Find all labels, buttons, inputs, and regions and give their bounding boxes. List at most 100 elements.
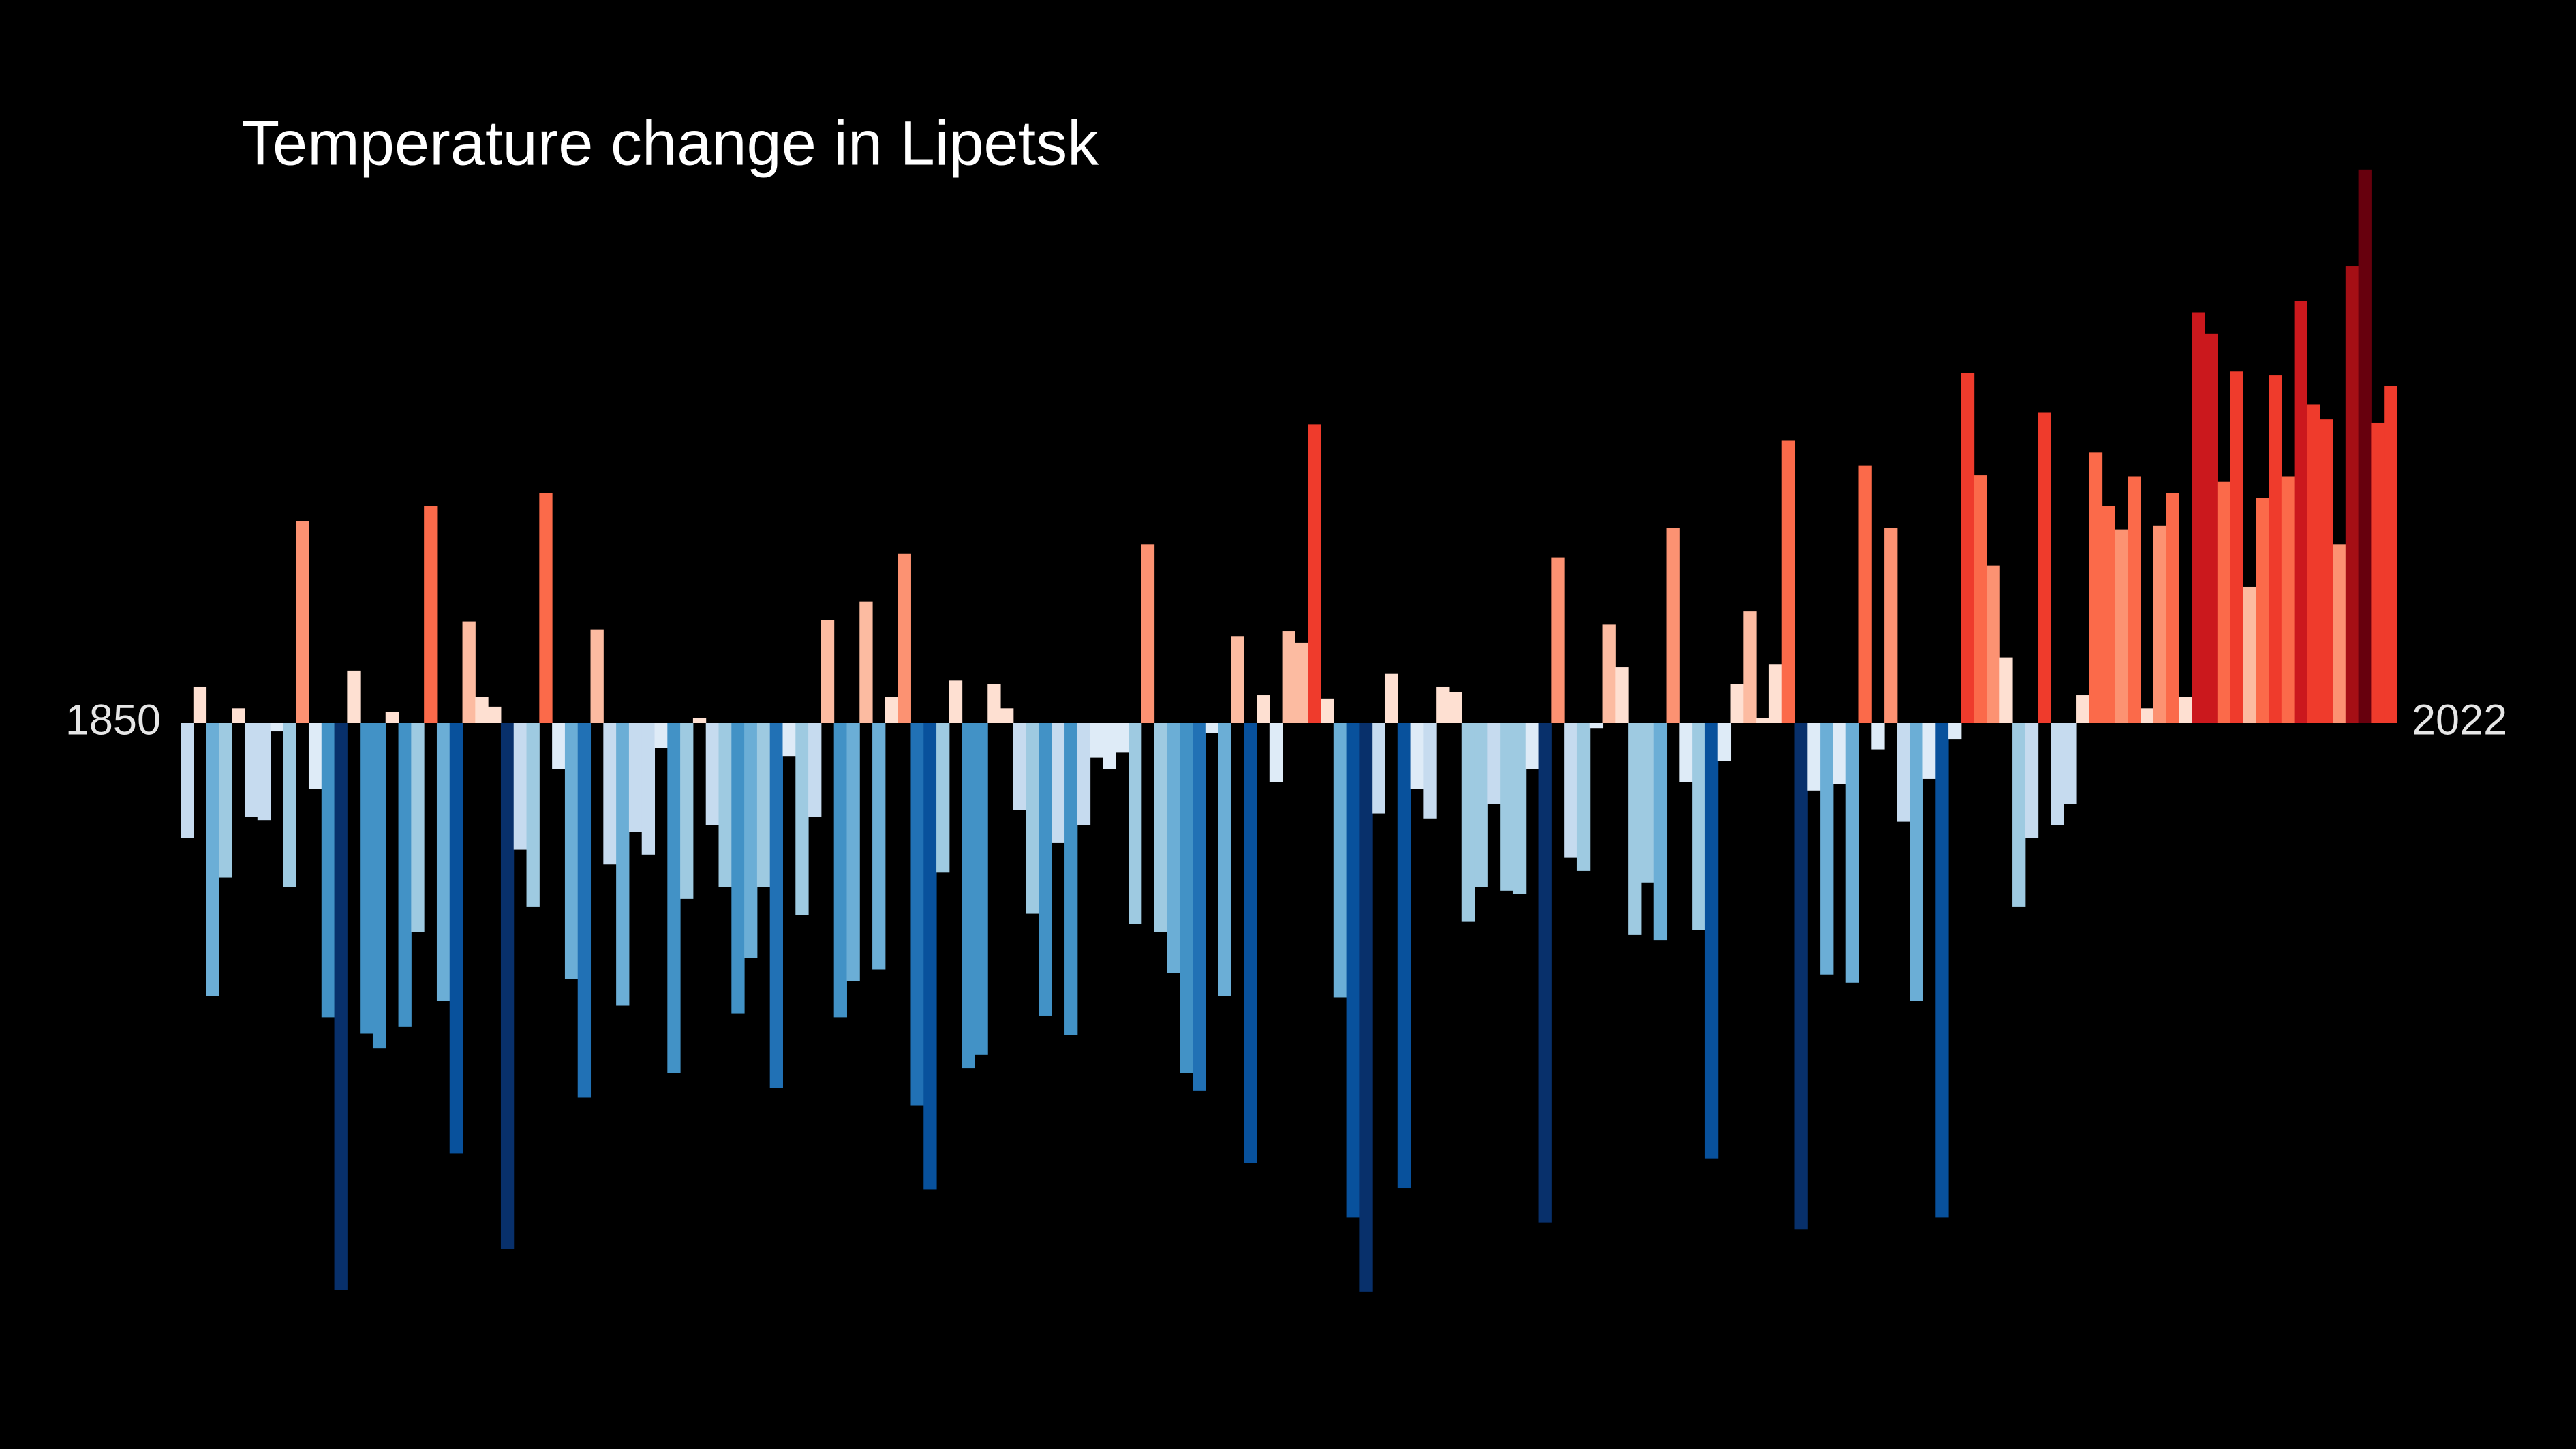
bar	[1807, 723, 1821, 791]
bar	[2102, 506, 2115, 723]
bar	[846, 723, 860, 981]
bar	[1576, 723, 1591, 871]
bar	[769, 723, 783, 1088]
bar	[1525, 723, 1539, 769]
bar	[2345, 266, 2359, 723]
bar	[526, 723, 540, 907]
bar	[1756, 718, 1770, 723]
bar	[2294, 301, 2307, 723]
bar	[1064, 723, 1078, 1035]
bar	[1794, 723, 1808, 1230]
bar	[398, 723, 412, 1027]
bar	[2038, 412, 2051, 723]
bar	[2153, 525, 2167, 723]
bar	[1333, 723, 1347, 998]
bar	[1564, 723, 1578, 858]
bar	[795, 723, 809, 915]
bar	[1474, 723, 1488, 887]
bar	[1372, 723, 1385, 814]
bar	[244, 723, 258, 817]
bar	[744, 723, 758, 958]
bar	[1640, 723, 1655, 883]
bar	[1922, 723, 1936, 779]
bar	[1628, 723, 1642, 935]
bar	[2179, 697, 2192, 723]
bar	[1935, 723, 1949, 1218]
bar	[372, 723, 386, 1049]
bar	[718, 723, 732, 887]
bar	[219, 723, 232, 878]
bar	[1257, 695, 1270, 723]
bar	[1116, 723, 1129, 753]
bar	[1077, 723, 1091, 825]
bar	[975, 723, 988, 1055]
bar	[962, 723, 975, 1069]
bar	[885, 697, 899, 723]
bar	[1436, 686, 1450, 723]
bar	[1154, 723, 1167, 932]
bar	[193, 686, 207, 723]
chart-title: Temperature change in Lipetsk	[241, 108, 1099, 178]
bar	[2333, 544, 2346, 723]
bar	[859, 601, 873, 723]
bar	[2076, 695, 2090, 723]
bar	[1961, 373, 1975, 723]
bar	[949, 680, 963, 723]
bar	[475, 697, 489, 723]
bar	[898, 553, 911, 723]
bar	[821, 620, 835, 723]
bar	[756, 723, 771, 887]
bar	[1692, 723, 1706, 930]
bar	[1193, 723, 1206, 1091]
bar	[1679, 723, 1693, 782]
bar	[1551, 557, 1565, 723]
bar	[1448, 692, 1462, 723]
bar	[923, 723, 937, 1190]
bar	[181, 723, 194, 838]
bar	[910, 723, 924, 1106]
bar	[2320, 419, 2333, 723]
bar	[2051, 723, 2064, 825]
bar	[1500, 723, 1514, 891]
bar	[232, 708, 245, 723]
bar	[1615, 667, 1629, 723]
bar	[1884, 528, 1898, 723]
bar	[1730, 684, 1744, 723]
bar	[1359, 723, 1373, 1292]
bar	[449, 723, 463, 1154]
bar	[1090, 723, 1103, 758]
bar	[1999, 657, 2013, 723]
bar	[552, 723, 566, 769]
bar	[2141, 708, 2154, 723]
bar	[436, 723, 450, 1001]
bar	[257, 723, 271, 821]
bar	[1218, 723, 1231, 996]
bar	[1013, 723, 1027, 810]
bar	[1269, 723, 1283, 782]
bar	[782, 723, 796, 757]
bar	[2115, 529, 2128, 723]
bar	[2307, 404, 2320, 723]
bar	[334, 723, 348, 1290]
bar	[1717, 723, 1732, 761]
bar	[1308, 424, 1321, 723]
bar	[936, 723, 950, 873]
bar	[1781, 440, 1796, 723]
bar	[360, 723, 373, 1034]
bar	[488, 706, 502, 723]
bar	[1666, 528, 1680, 723]
x-tick-label: 2022	[2412, 697, 2507, 744]
bar	[1987, 565, 2000, 723]
bar	[1026, 723, 1039, 914]
bar	[872, 723, 886, 970]
bar	[539, 493, 553, 723]
bar	[2217, 481, 2231, 723]
bar	[462, 621, 476, 723]
bar	[1743, 611, 1757, 723]
bar	[1397, 723, 1411, 1189]
bar	[1410, 723, 1424, 789]
bar	[1768, 664, 1783, 723]
bar	[270, 723, 283, 732]
bar	[2230, 371, 2243, 723]
